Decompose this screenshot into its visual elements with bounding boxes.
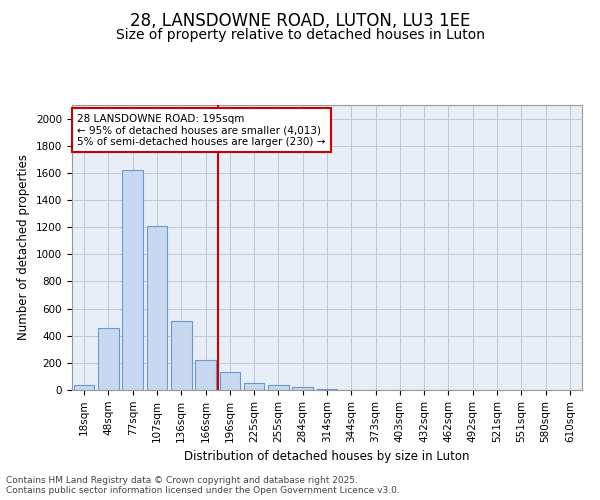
Y-axis label: Number of detached properties: Number of detached properties — [17, 154, 31, 340]
Text: 28, LANSDOWNE ROAD, LUTON, LU3 1EE: 28, LANSDOWNE ROAD, LUTON, LU3 1EE — [130, 12, 470, 30]
Text: 28 LANSDOWNE ROAD: 195sqm
← 95% of detached houses are smaller (4,013)
5% of sem: 28 LANSDOWNE ROAD: 195sqm ← 95% of detac… — [77, 114, 325, 147]
Bar — [220, 372, 240, 390]
Text: Contains HM Land Registry data © Crown copyright and database right 2025.
Contai: Contains HM Land Registry data © Crown c… — [6, 476, 400, 495]
Bar — [268, 384, 289, 390]
X-axis label: Distribution of detached houses by size in Luton: Distribution of detached houses by size … — [184, 450, 470, 463]
Bar — [146, 226, 167, 390]
Bar — [292, 388, 313, 390]
Bar — [195, 360, 216, 390]
Bar — [74, 384, 94, 390]
Bar — [122, 170, 143, 390]
Bar — [317, 388, 337, 390]
Bar — [244, 383, 265, 390]
Bar — [171, 321, 191, 390]
Bar — [98, 328, 119, 390]
Text: Size of property relative to detached houses in Luton: Size of property relative to detached ho… — [115, 28, 485, 42]
